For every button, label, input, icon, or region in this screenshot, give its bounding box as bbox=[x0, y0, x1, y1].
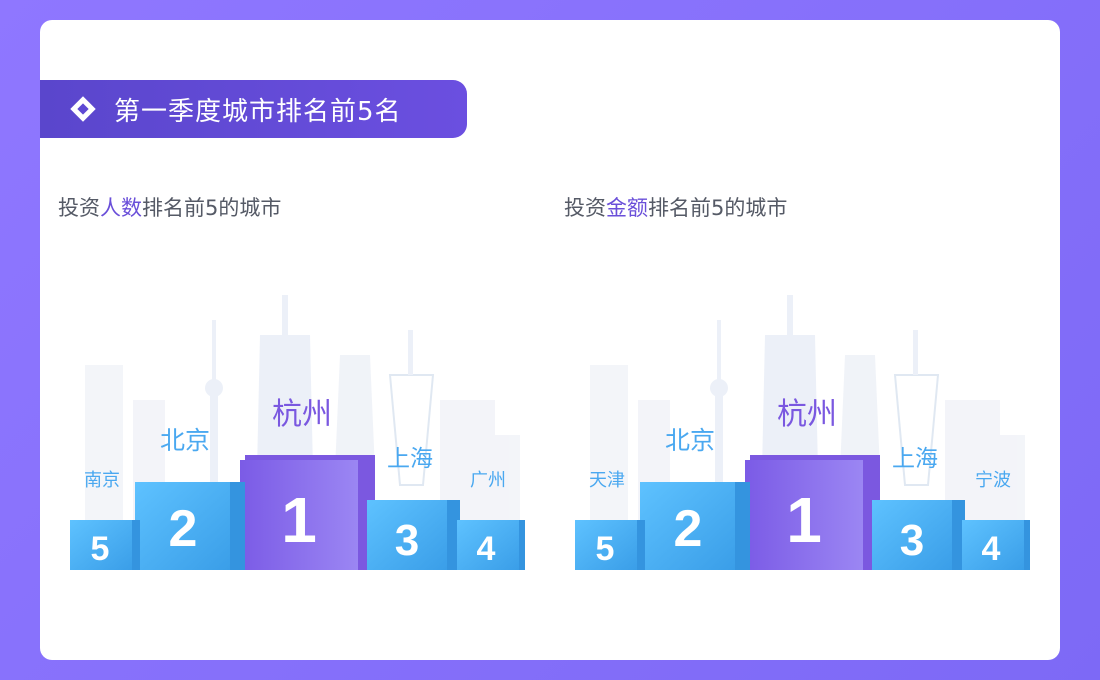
title-highlight: 金额 bbox=[606, 196, 648, 220]
section-title: 第一季度城市排名前5名 bbox=[114, 96, 402, 127]
podium-graphic: 1 2 3 4 5 bbox=[575, 295, 1030, 570]
city-label-rank-1: 杭州 bbox=[272, 397, 332, 432]
rank-1-number: 1 bbox=[786, 484, 822, 556]
rank-3-number: 3 bbox=[395, 516, 419, 565]
podium-graphic: 1 2 3 4 5 bbox=[70, 295, 525, 570]
city-label-rank-3: 上海 bbox=[892, 446, 938, 472]
city-label-rank-5: 南京 bbox=[84, 470, 120, 491]
city-label-rank-2: 北京 bbox=[664, 426, 716, 455]
podium-investors: 1 2 3 4 5 杭州北京上海广州 南京 bbox=[65, 270, 525, 570]
rank-2-number: 2 bbox=[169, 500, 198, 558]
title-post: 排名前5的城市 bbox=[648, 196, 788, 220]
city-label-rank-2: 北京 bbox=[159, 426, 211, 455]
podium-blocks bbox=[70, 455, 525, 570]
rank-4-number: 4 bbox=[477, 530, 496, 568]
rank-4-number: 4 bbox=[982, 530, 1001, 568]
rank-numbers: 1 2 3 4 5 bbox=[91, 484, 496, 568]
city-label-rank-5: 天津 bbox=[589, 470, 625, 491]
podium-blocks bbox=[575, 455, 1030, 570]
title-post: 排名前5的城市 bbox=[142, 196, 282, 220]
diamond-icon bbox=[69, 95, 97, 123]
city-label-rank-1: 杭州 bbox=[777, 397, 837, 432]
ranking-card: 第一季度城市排名前5名 投资人数排名前5的城市 bbox=[40, 20, 1060, 660]
rank-5-number: 5 bbox=[596, 530, 615, 568]
title-highlight: 人数 bbox=[100, 196, 142, 220]
rank-1-number: 1 bbox=[281, 484, 317, 556]
rank-3-number: 3 bbox=[900, 516, 924, 565]
rank-2-number: 2 bbox=[674, 500, 703, 558]
rank-numbers: 1 2 3 4 5 bbox=[596, 484, 1001, 568]
panel-title-investors: 投资人数排名前5的城市 bbox=[58, 192, 281, 222]
title-pre: 投资 bbox=[564, 196, 606, 220]
rank-5-number: 5 bbox=[91, 530, 110, 568]
city-label-rank-4: 宁波 bbox=[975, 470, 1011, 491]
city-label-rank-3: 上海 bbox=[387, 446, 433, 472]
panel-title-amount: 投资金额排名前5的城市 bbox=[564, 192, 787, 222]
podium-amount: 1 2 3 4 5 杭州北京上海宁波 天津 bbox=[570, 270, 1030, 570]
section-header: 第一季度城市排名前5名 bbox=[40, 80, 467, 138]
title-pre: 投资 bbox=[58, 196, 100, 220]
city-label-rank-4: 广州 bbox=[470, 470, 506, 491]
